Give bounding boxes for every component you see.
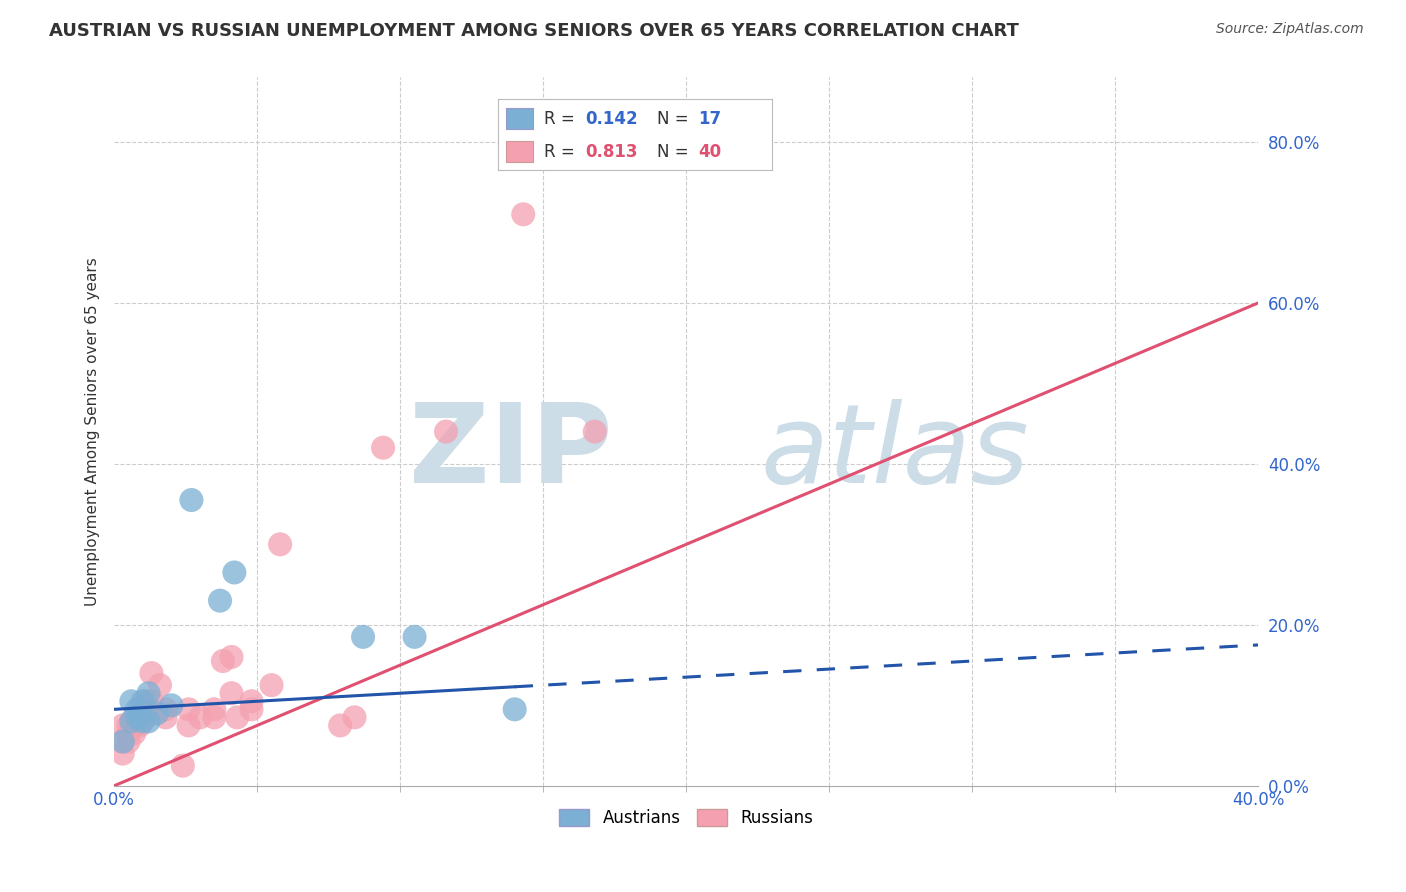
- Point: [208, 593, 231, 607]
- Point: [583, 425, 606, 439]
- Y-axis label: Unemployment Among Seniors over 65 years: Unemployment Among Seniors over 65 years: [86, 257, 100, 606]
- Point: [117, 734, 139, 748]
- Point: [111, 734, 134, 748]
- Point: [329, 718, 352, 732]
- Point: [177, 718, 200, 732]
- Point: [146, 706, 169, 721]
- Text: ZIP: ZIP: [409, 400, 612, 507]
- Point: [125, 710, 148, 724]
- Point: [212, 654, 235, 668]
- Point: [120, 694, 142, 708]
- Point: [240, 702, 263, 716]
- Point: [138, 686, 160, 700]
- Point: [371, 441, 394, 455]
- Point: [129, 718, 152, 732]
- Point: [434, 425, 457, 439]
- Point: [188, 710, 211, 724]
- Point: [122, 710, 145, 724]
- Point: [224, 566, 246, 580]
- Point: [221, 686, 243, 700]
- Text: AUSTRIAN VS RUSSIAN UNEMPLOYMENT AMONG SENIORS OVER 65 YEARS CORRELATION CHART: AUSTRIAN VS RUSSIAN UNEMPLOYMENT AMONG S…: [49, 22, 1019, 40]
- Point: [111, 718, 134, 732]
- Point: [141, 694, 163, 708]
- Point: [503, 702, 526, 716]
- Point: [111, 747, 134, 761]
- Point: [135, 694, 157, 708]
- Point: [141, 666, 163, 681]
- Point: [132, 714, 155, 729]
- Point: [125, 702, 148, 716]
- Point: [122, 718, 145, 732]
- Point: [352, 630, 374, 644]
- Point: [138, 714, 160, 729]
- Point: [177, 702, 200, 716]
- Point: [172, 758, 194, 772]
- Point: [155, 710, 177, 724]
- Point: [129, 710, 152, 724]
- Point: [202, 710, 225, 724]
- Point: [155, 702, 177, 716]
- Point: [180, 493, 202, 508]
- Point: [132, 694, 155, 708]
- Point: [120, 714, 142, 729]
- Point: [129, 702, 152, 716]
- Text: atlas: atlas: [761, 400, 1029, 507]
- Point: [343, 710, 366, 724]
- Point: [135, 702, 157, 716]
- Point: [221, 650, 243, 665]
- Point: [122, 726, 145, 740]
- Point: [135, 710, 157, 724]
- Point: [240, 694, 263, 708]
- Point: [117, 718, 139, 732]
- Legend: Austrians, Russians: Austrians, Russians: [553, 803, 820, 834]
- Point: [149, 678, 172, 692]
- Point: [117, 726, 139, 740]
- Point: [226, 710, 249, 724]
- Point: [404, 630, 426, 644]
- Point: [512, 207, 534, 221]
- Point: [111, 734, 134, 748]
- Point: [269, 537, 291, 551]
- Text: Source: ZipAtlas.com: Source: ZipAtlas.com: [1216, 22, 1364, 37]
- Point: [260, 678, 283, 692]
- Point: [202, 702, 225, 716]
- Point: [160, 698, 183, 713]
